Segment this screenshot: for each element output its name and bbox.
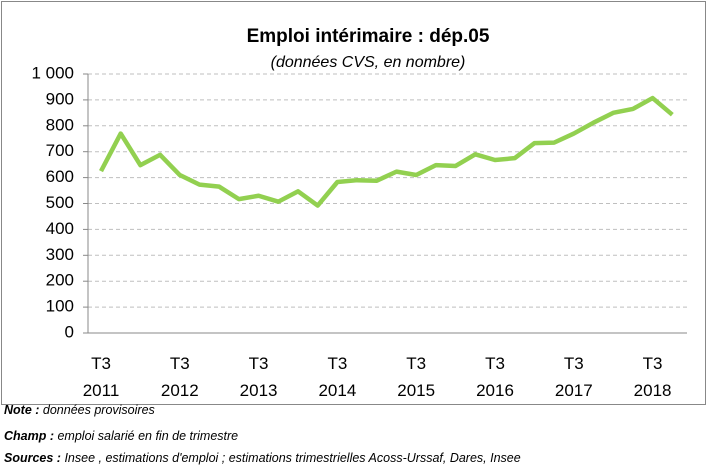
y-tick-label: 200	[46, 271, 74, 290]
note: Note : données provisoires	[4, 403, 155, 417]
note-text: Insee , estimations d'emploi ; estimatio…	[60, 451, 521, 465]
x-tick-label: T3 2018	[633, 354, 672, 400]
chart-subtitle: (données CVS, en nombre)	[271, 54, 466, 71]
data-line	[99, 95, 674, 208]
note-text: emploi salarié en fin de trimestre	[54, 429, 239, 443]
y-tick-label: 400	[46, 219, 74, 238]
x-tick-label: T3 2016	[476, 354, 514, 400]
y-tick-label: 600	[46, 167, 74, 186]
chart-title: Emploi intérimaire : dép.05	[247, 26, 490, 47]
x-tick-label: T3 2011	[82, 354, 120, 400]
x-tick-label: T3 2013	[239, 354, 278, 400]
note-label: Sources :	[4, 451, 61, 465]
x-tick-label: T3 2014	[318, 354, 357, 400]
y-tick-label: 700	[46, 141, 74, 160]
y-tick-label: 0	[65, 322, 74, 341]
note-label: Note :	[4, 403, 40, 417]
y-tick-label: 800	[46, 115, 74, 134]
y-tick-label: 300	[46, 245, 74, 264]
note: Sources : Insee , estimations d'emploi ;…	[4, 451, 521, 465]
y-tick-label: 1 000	[31, 63, 74, 82]
y-tick-label: 100	[46, 297, 74, 316]
y-tick-label: 500	[46, 193, 74, 212]
x-tick-label: T3 2015	[397, 354, 436, 400]
x-tick-label: T3 2017	[554, 354, 593, 400]
y-tick-label: 900	[46, 89, 74, 108]
note-label: Champ :	[4, 429, 54, 443]
note: Champ : emploi salarié en fin de trimest…	[4, 429, 238, 443]
x-tick-label: T3 2012	[160, 354, 199, 400]
note-text: données provisoires	[39, 403, 155, 417]
